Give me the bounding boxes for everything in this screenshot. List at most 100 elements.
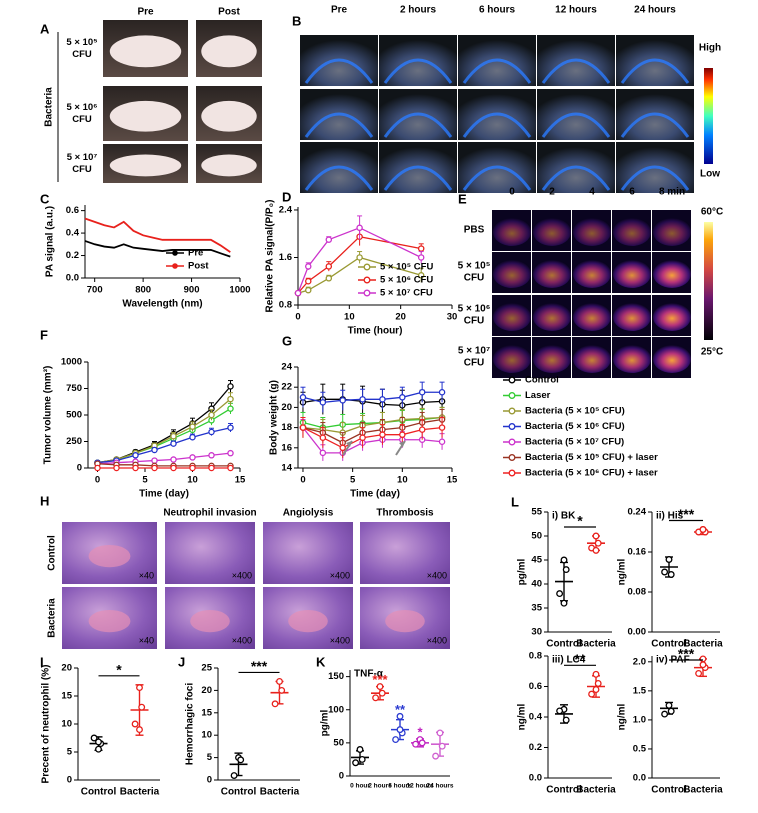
data-point (417, 245, 425, 252)
y-tick-label: 150 (328, 671, 344, 682)
y-tick-label: 2.0 (633, 656, 646, 667)
series-line (84, 240, 231, 258)
x-tick-label: Bacteria (120, 787, 160, 798)
x-axis-label: Time (hour) (348, 326, 403, 337)
data-point (556, 707, 564, 715)
thermal-mouse (653, 260, 691, 288)
y-axis-label: Precent of neutrophil (%) (41, 665, 52, 784)
row-label: 5 × 10⁵ (458, 261, 491, 272)
y-tick-label: 50 (531, 531, 542, 542)
data-point (695, 669, 703, 677)
data-point (227, 464, 234, 472)
series-line (97, 398, 231, 464)
tissue-blotch (88, 609, 131, 633)
x-tick-label: Control (81, 787, 117, 798)
data-point (276, 677, 283, 685)
y-tick-label: 0 (77, 463, 82, 474)
data-point (376, 683, 384, 691)
thermal-mouse (493, 260, 531, 288)
y-tick-label: 0.5 (633, 743, 647, 754)
data-point (667, 707, 675, 715)
data-point (592, 686, 600, 693)
y-tick-label: 10 (61, 719, 72, 730)
series-line (97, 427, 231, 464)
data-point (151, 446, 158, 454)
y-tick-label: 20 (281, 402, 292, 413)
y-tick-label: 0.0 (633, 773, 646, 784)
y-axis-label: Body weight (g) (269, 380, 280, 455)
row-label: 5 × 10⁶ (458, 304, 491, 315)
data-point (237, 756, 245, 764)
data-point (667, 571, 675, 578)
column-header: Angiolysis (283, 508, 334, 519)
data-point (339, 444, 346, 452)
mouse-body (201, 100, 257, 132)
y-tick-label: 0.2 (529, 742, 542, 753)
column-header: Pre (331, 5, 348, 16)
thermal-mouse (613, 260, 651, 288)
data-point (392, 736, 400, 744)
legend-label: 5 × 10⁵ CFU (380, 262, 433, 273)
data-point (396, 726, 404, 734)
tumor-outline (383, 112, 453, 138)
y-tick-label: 0.8 (279, 300, 292, 311)
data-point (132, 464, 139, 472)
data-point (227, 449, 234, 457)
y-axis-label: pg/ml (320, 709, 331, 736)
legend-marker (508, 469, 516, 477)
thermal-mouse (573, 345, 611, 373)
data-point (438, 424, 446, 431)
row-label: CFU (72, 49, 92, 60)
data-point (305, 286, 312, 294)
tumor-outline (383, 58, 453, 84)
data-point (208, 411, 215, 419)
data-point (594, 680, 602, 687)
column-header: Thrombosis (376, 508, 434, 519)
data-point (352, 759, 360, 767)
series-line (302, 427, 443, 454)
y-tick-label: 45 (531, 555, 542, 566)
data-point (399, 394, 406, 401)
magnification: ×40 (139, 635, 154, 645)
x-tick-label: 5 (142, 475, 148, 486)
thermal-mouse (613, 345, 651, 373)
y-tick-label: 0.6 (66, 205, 79, 216)
legend-marker (363, 276, 371, 284)
significance: * (577, 513, 583, 529)
data-point (189, 434, 196, 441)
data-point (339, 397, 346, 404)
data-point (95, 738, 102, 746)
column-header: Post (218, 7, 240, 18)
x-tick-label: 1000 (229, 285, 250, 296)
data-point (699, 655, 707, 663)
data-point (230, 772, 238, 779)
data-point (319, 434, 327, 441)
y-tick-label: 5 (207, 752, 213, 763)
significance: ** (395, 702, 406, 717)
x-axis-label: Time (day) (139, 489, 189, 500)
data-point (94, 464, 101, 472)
y-axis-label: ng/ml (517, 703, 528, 730)
panel-label: H (40, 493, 49, 508)
y-tick-label: 10 (201, 730, 212, 741)
data-point (665, 701, 673, 709)
data-point (189, 464, 196, 472)
data-point (396, 712, 404, 720)
legend-marker (363, 289, 371, 297)
legend-label: Laser (525, 390, 551, 401)
y-tick-label: 750 (66, 383, 82, 394)
series-line (302, 426, 443, 449)
series-line (302, 391, 443, 404)
data-point (319, 449, 327, 457)
thermal-mouse (493, 303, 531, 331)
histology-image (263, 522, 353, 584)
y-tick-label: 1000 (61, 357, 82, 368)
y-tick-label: 55 (531, 507, 542, 518)
arrow-head (346, 441, 352, 447)
series-line (302, 416, 443, 434)
data-point (560, 599, 568, 607)
data-point (438, 438, 446, 445)
data-point (278, 686, 286, 694)
y-tick-label: 15 (201, 707, 212, 718)
